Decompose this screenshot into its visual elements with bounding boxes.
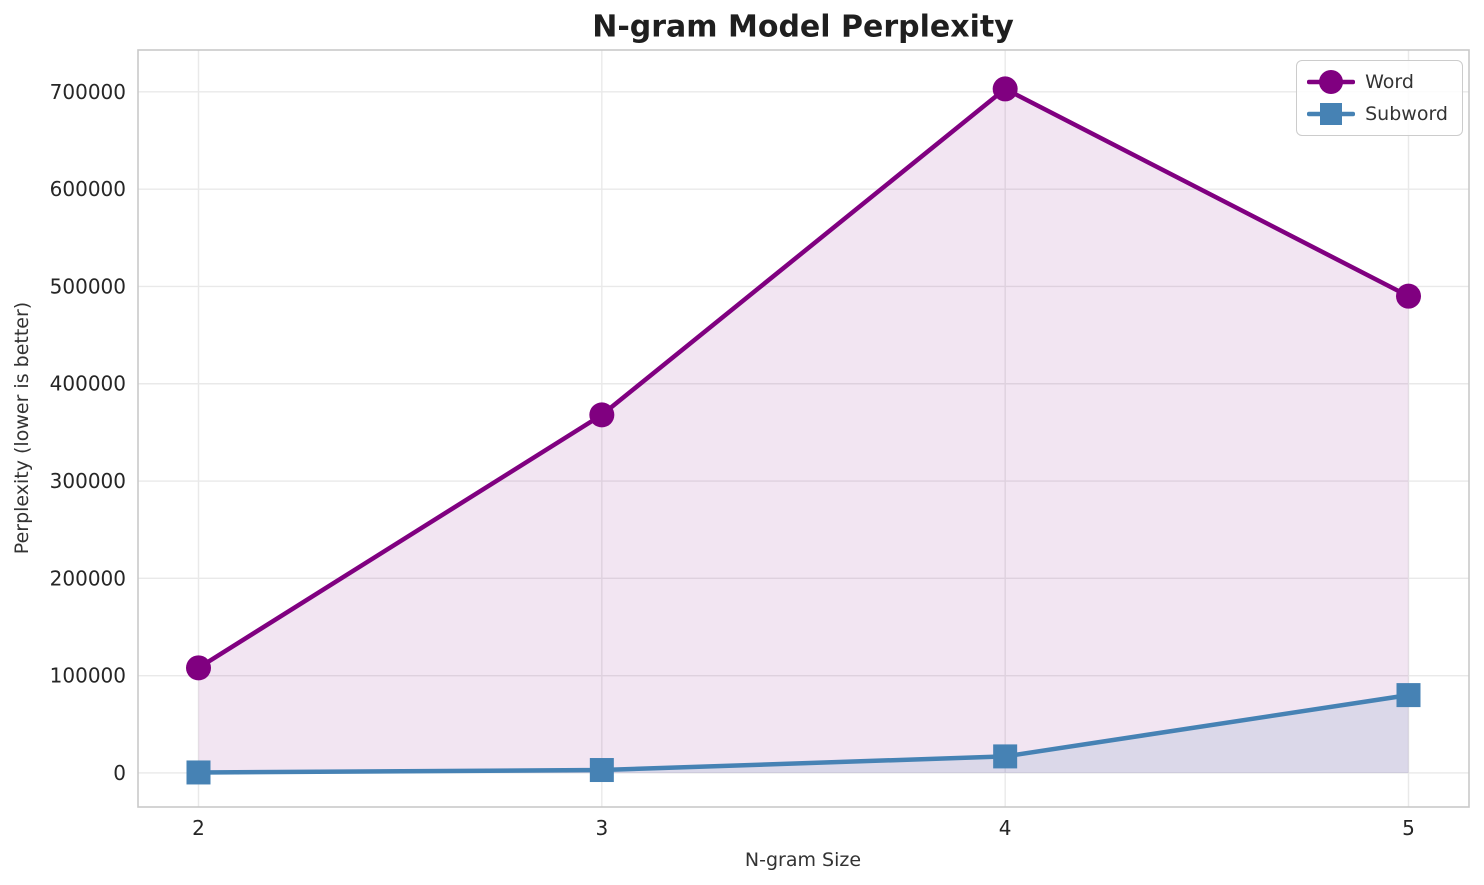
legend-label: Subword — [1365, 103, 1448, 125]
circle-marker-icon — [1307, 70, 1356, 94]
marker-subword-2 — [186, 760, 211, 785]
marker-word-3 — [589, 402, 615, 428]
x-tick-label: 5 — [1402, 816, 1415, 840]
y-tick-label: 200000 — [50, 566, 126, 590]
y-tick-label: 100000 — [50, 664, 126, 688]
series-line-word — [196, 86, 1411, 671]
series-line-subword — [196, 692, 1411, 775]
x-axis-label: N-gram Size — [744, 849, 862, 871]
y-tick-label: 0 — [113, 761, 126, 785]
y-tick-label: 700000 — [50, 80, 126, 104]
x-tick-label: 3 — [595, 816, 608, 840]
y-tick-label: 400000 — [50, 372, 126, 396]
legend-item-word: Word — [1307, 66, 1448, 98]
plot-border — [137, 49, 1470, 808]
marker-subword-3 — [589, 758, 614, 783]
x-tick-label: 4 — [999, 816, 1012, 840]
series-area-subword — [198, 695, 1409, 773]
legend: Word Subword — [1296, 60, 1463, 136]
marker-subword-4 — [993, 744, 1018, 769]
y-tick-label: 300000 — [50, 469, 126, 493]
marker-subword-5 — [1396, 683, 1421, 708]
x-tick-label: 2 — [192, 816, 205, 840]
marker-word-5 — [1396, 283, 1421, 309]
chart-title: N-gram Model Perplexity — [592, 9, 1014, 45]
y-axis-label: Perplexity (lower is better) — [11, 301, 33, 555]
legend-item-subword: Subword — [1307, 98, 1448, 130]
y-tick-label: 600000 — [50, 177, 126, 201]
y-tick-label: 500000 — [50, 274, 126, 298]
legend-label: Word — [1365, 71, 1414, 93]
marker-word-2 — [186, 655, 211, 681]
marker-word-4 — [992, 76, 1018, 102]
square-marker-icon — [1307, 103, 1356, 125]
series-area-word — [198, 88, 1409, 773]
